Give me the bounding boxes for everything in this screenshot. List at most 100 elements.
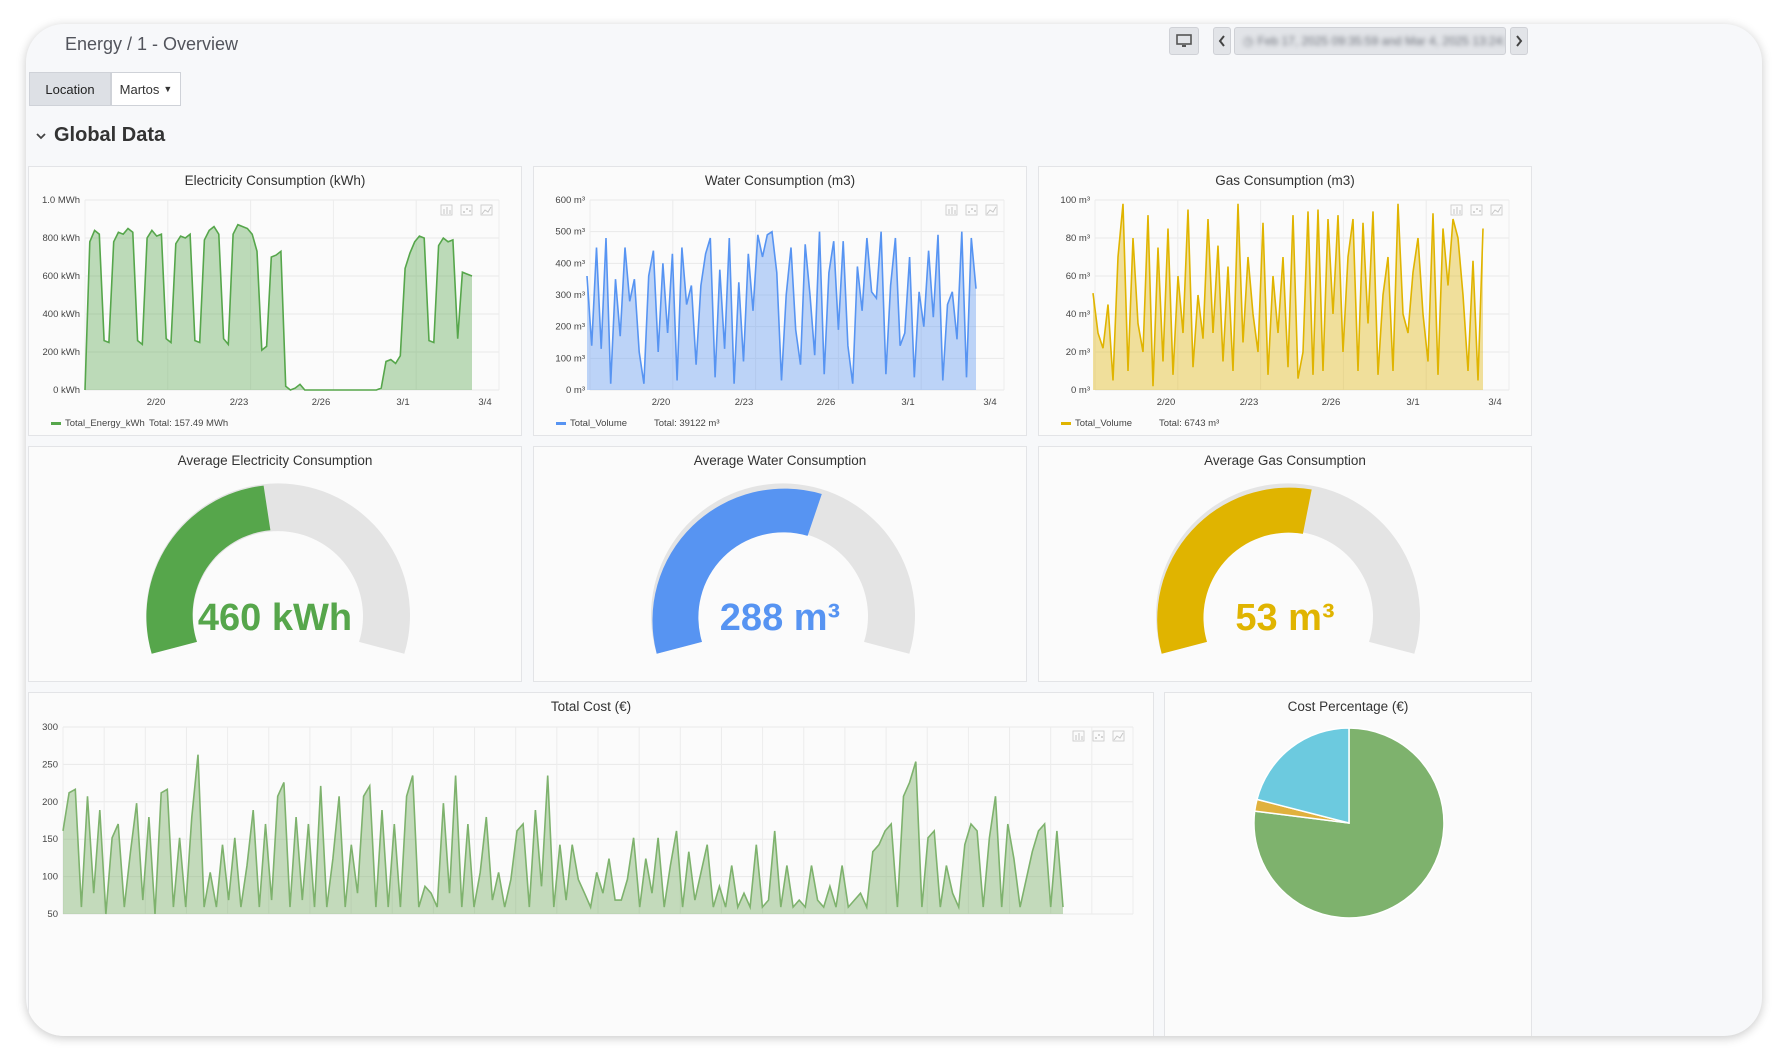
series-area [85,224,472,390]
line-chart-icon [1490,204,1503,216]
line-chart-icon [985,204,998,216]
time-range-text: Feb 17, 2025 09:35:59 and Mar 4, 2025 13… [1257,34,1506,48]
series-line [1092,203,1484,387]
y-tick-label: 40 m³ [1066,309,1090,320]
y-tick-label: 300 [42,722,58,733]
gauge-fill [1157,487,1312,654]
tv-mode-button[interactable] [1169,27,1199,55]
x-tick-label: 2/20 [652,397,671,408]
y-tick-label: 300 m³ [555,290,585,301]
legend-total: Total: 157.49 MWh [149,418,228,429]
y-tick-label: 100 m³ [555,353,585,364]
series-line [84,223,473,391]
panel-title: Cost Percentage (€) [1287,699,1409,714]
electricity-chart: 1.0 MWh 800 kWh 600 kWh 400 kWh 200 kWh 0 kWh… [42,195,500,429]
legend-swatch [51,422,61,425]
x-tick-label: 3/1 [1406,397,1419,408]
panel-title: Water Consumption (m3) [704,173,856,188]
time-shift-back-button[interactable] [1213,27,1231,55]
bar-chart-icon [945,204,958,216]
x-tick-label: 3/1 [901,397,914,408]
cost-pie-chart [1253,727,1445,919]
scatter-icon [1092,730,1105,742]
row-header[interactable]: Global Data [36,124,165,147]
series-area [1093,203,1483,390]
gauge-fill [146,485,271,654]
bar-chart-icon [1450,204,1463,216]
y-tick-label: 400 m³ [555,258,585,269]
monitor-icon [1176,34,1192,47]
avg-gas-panel[interactable]: Average Gas Consumption 53 m³ [1038,446,1532,682]
avg-water-panel[interactable]: Average Water Consumption 288 m³ [533,446,1027,682]
y-tick-label: 600 m³ [555,195,585,206]
y-tick-label: 0 kWh [53,385,80,396]
y-tick-label: 500 m³ [555,227,585,238]
y-tick-label: 100 m³ [1060,195,1090,206]
y-tick-label: 50 [47,909,58,920]
cost-percentage-panel[interactable]: Cost Percentage (€) [1164,692,1532,1036]
y-tick-label: 0 m³ [1071,385,1090,396]
gas-panel[interactable]: Gas Consumption (m3) 100 m³ 80 m³ 60 m³ 40 … [1038,166,1532,436]
location-select-value: Martos [119,81,160,97]
variable-label: Location [29,72,111,106]
time-shift-forward-button[interactable] [1510,27,1528,55]
scatter-icon [460,204,473,216]
series-line [62,754,1064,915]
x-tick-label: 2/23 [1240,397,1259,408]
y-tick-label: 20 m³ [1066,347,1090,358]
y-tick-label: 400 kWh [43,309,81,320]
gauge [146,483,410,654]
row-title: Global Data [54,124,166,146]
legend-series-name: Total_Volume [570,418,627,429]
legend-swatch [556,422,566,425]
caret-down-icon: ▼ [163,84,173,94]
total-cost-chart: 300 250 200 150 100 50 [42,722,1134,920]
chevron-right-icon [1516,35,1523,47]
bar-chart-icon [440,204,453,216]
x-tick-label: 2/23 [230,397,249,408]
x-tick-label: 2/20 [147,397,166,408]
legend-swatch [1061,422,1071,425]
panel-title: Electricity Consumption (kWh) [184,173,366,188]
bar-chart-icon [1072,730,1085,742]
legend-series-name: Total_Energy_kWh [65,418,145,429]
water-chart: 600 m³ 500 m³ 400 m³ 300 m³ 200 m³ 100 m³ 0 m³… [555,195,1005,429]
dashboard-window: Energy / 1 - Overview ◷ Feb 17, 2025 09:… [26,24,1762,1036]
y-tick-label: 100 [42,872,58,883]
y-tick-label: 800 kWh [43,233,81,244]
water-panel[interactable]: Water Consumption (m3) 600 m³ 500 m³ 400 m… [533,166,1027,436]
pie-slice-water [1256,727,1350,824]
panel-title: Average Water Consumption [693,453,867,468]
electricity-panel[interactable]: Electricity Consumption (kWh) 1.0 MWh 800… [28,166,522,436]
x-tick-label: 3/4 [478,397,491,408]
series-line [586,230,977,384]
y-tick-label: 1.0 MWh [42,195,80,206]
y-tick-label: 60 m³ [1066,271,1090,282]
total-cost-panel[interactable]: Total Cost (€) 300 250 200 150 100 50 [28,692,1154,1036]
chevron-left-icon [1218,35,1225,47]
y-tick-label: 80 m³ [1066,233,1090,244]
y-tick-label: 200 m³ [555,322,585,333]
clock-icon: ◷ [1243,34,1254,48]
panel-title: Gas Consumption (m3) [1215,173,1355,188]
y-tick-label: 200 kWh [43,347,81,358]
avg-electricity-panel[interactable]: Average Electricity Consumption 460 kWh [28,446,522,682]
y-tick-label: 150 [42,834,58,845]
y-tick-label: 250 [42,759,58,770]
panel-title: Average Gas Consumption [1204,453,1366,468]
gauge [651,483,915,654]
breadcrumb[interactable]: Energy / 1 - Overview [65,34,239,54]
y-tick-label: 0 m³ [566,385,585,396]
scatter-icon [965,204,978,216]
panel-title: Average Electricity Consumption [177,453,373,468]
x-tick-label: 3/4 [983,397,996,408]
line-chart-icon [1112,730,1125,742]
legend-total: Total: 6743 m³ [1159,418,1219,429]
location-select[interactable]: Martos ▼ [111,72,181,106]
x-tick-label: 3/1 [396,397,409,408]
panel-title: Total Cost (€) [550,699,632,714]
chevron-down-icon [36,132,46,139]
gas-chart: 100 m³ 80 m³ 60 m³ 40 m³ 20 m³ 0 m³ 2/20 2/23 2/… [1060,195,1510,429]
line-chart-icon [480,204,493,216]
time-range-picker[interactable]: ◷ Feb 17, 2025 09:35:59 and Mar 4, 2025 … [1234,27,1506,55]
